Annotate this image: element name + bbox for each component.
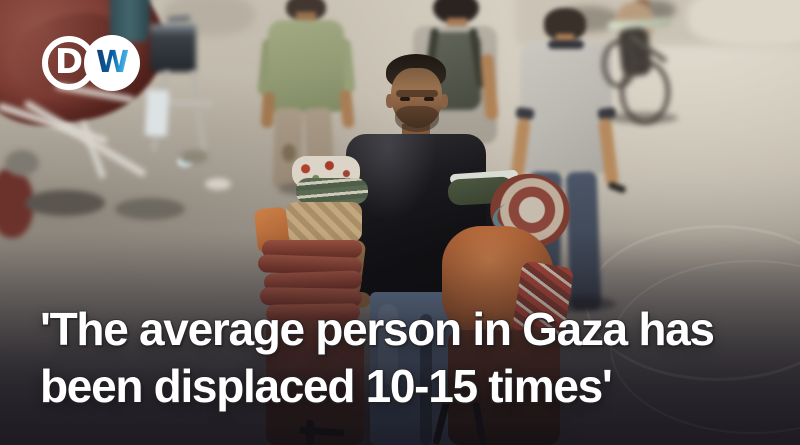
ground-debris bbox=[25, 190, 105, 216]
person-shirt bbox=[520, 42, 612, 174]
cyclist bbox=[602, 0, 686, 124]
logo-circle-w: W bbox=[84, 35, 140, 91]
green-striped-blanket bbox=[296, 178, 368, 204]
wheelbarrow-wheel bbox=[5, 150, 39, 176]
ground-debris bbox=[115, 198, 185, 220]
litter-scrap bbox=[205, 178, 231, 190]
person-forearm bbox=[260, 91, 276, 129]
ground-shadow bbox=[608, 112, 678, 124]
cart-stand-leg bbox=[190, 70, 207, 152]
shirt-collar bbox=[548, 40, 584, 49]
headline: 'The average person in Gaza has been dis… bbox=[40, 301, 792, 415]
white-panel bbox=[144, 89, 170, 137]
dw-logo: D W bbox=[42, 35, 140, 91]
person-arm bbox=[597, 117, 620, 187]
rubble-pile bbox=[688, 0, 800, 46]
man-eye bbox=[400, 97, 410, 101]
cart-box bbox=[150, 24, 196, 72]
headline-line-2: been displaced 10-15 times' bbox=[40, 360, 613, 412]
tan-patterned-blanket bbox=[286, 202, 362, 242]
person-shirt bbox=[268, 20, 344, 112]
man-brow bbox=[396, 90, 438, 97]
cart-frame-leg bbox=[306, 420, 314, 445]
logo-letter-d: D bbox=[54, 42, 84, 82]
logo-letter-w: W bbox=[95, 45, 129, 80]
headline-line-1: 'The average person in Gaza has bbox=[40, 303, 715, 355]
ground-debris bbox=[180, 150, 208, 164]
man-eye bbox=[424, 97, 434, 101]
hand-held-item bbox=[607, 181, 627, 194]
man-beard bbox=[395, 106, 439, 132]
